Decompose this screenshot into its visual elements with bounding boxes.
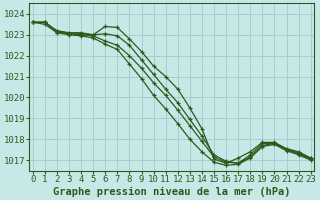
X-axis label: Graphe pression niveau de la mer (hPa): Graphe pression niveau de la mer (hPa) [53,186,291,197]
